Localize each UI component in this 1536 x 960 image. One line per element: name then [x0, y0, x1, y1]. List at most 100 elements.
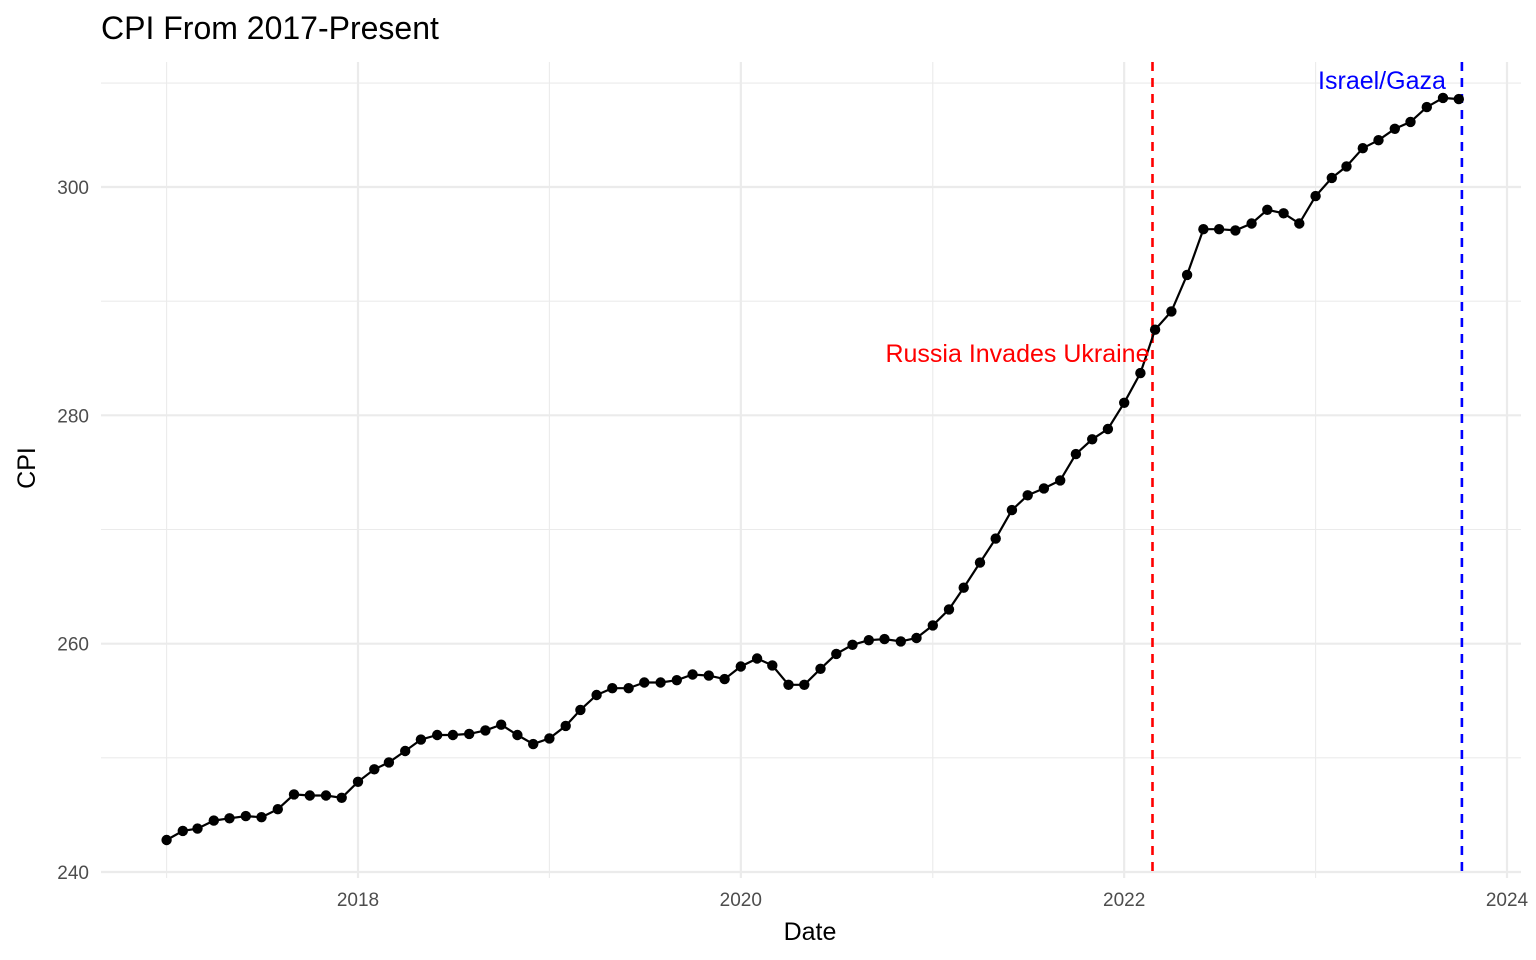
data-point — [879, 633, 890, 645]
data-point — [927, 620, 938, 631]
y-tick-label: 240 — [57, 863, 89, 884]
data-point — [911, 632, 922, 644]
x-axis-title: Date — [784, 918, 837, 946]
data-point — [1166, 306, 1177, 317]
data-point — [272, 804, 283, 815]
data-point — [591, 689, 602, 701]
x-tick-label: 2024 — [1486, 890, 1529, 911]
grid-lines — [101, 62, 1521, 878]
data-point — [496, 719, 507, 730]
data-point — [400, 745, 411, 757]
data-point — [623, 683, 634, 694]
data-point — [735, 661, 746, 672]
y-axis-title: CPI — [13, 447, 41, 489]
data-point — [192, 823, 203, 834]
data-point — [831, 648, 842, 660]
data-point — [369, 764, 380, 775]
cpi-series — [161, 92, 1465, 846]
data-point — [847, 639, 858, 650]
data-point — [783, 679, 794, 690]
data-point — [863, 635, 874, 646]
data-point — [719, 673, 730, 685]
data-point — [1213, 224, 1225, 235]
data-point — [528, 738, 539, 750]
data-point — [480, 725, 491, 736]
data-point — [1262, 204, 1273, 215]
data-point — [607, 683, 618, 694]
data-point — [544, 733, 555, 744]
data-point — [687, 669, 698, 680]
data-point — [352, 776, 364, 787]
data-point — [575, 704, 586, 716]
data-point — [1198, 224, 1209, 235]
data-point — [639, 677, 650, 688]
data-point — [990, 533, 1001, 544]
tick-labels: 240 260 280 300 2018 2020 2022 2024 — [57, 178, 1528, 911]
data-point — [1230, 225, 1241, 236]
data-point — [177, 825, 188, 837]
data-point — [671, 675, 682, 686]
data-point — [161, 834, 172, 846]
data-point — [799, 679, 810, 690]
data-point — [1087, 434, 1098, 445]
data-point — [1357, 143, 1369, 154]
data-point — [974, 557, 986, 568]
x-tick-label: 2020 — [720, 890, 762, 911]
data-point — [432, 729, 443, 741]
data-point — [224, 813, 235, 824]
y-tick-label: 300 — [57, 178, 89, 199]
data-point — [1135, 367, 1146, 379]
data-point — [767, 660, 778, 671]
data-point — [1373, 135, 1384, 146]
data-point — [1294, 218, 1305, 229]
data-point — [1246, 218, 1257, 229]
data-point — [304, 790, 315, 801]
data-point — [943, 604, 955, 615]
data-point — [1341, 161, 1352, 172]
data-point — [512, 729, 523, 741]
data-point — [1022, 490, 1033, 501]
data-point — [1119, 397, 1130, 408]
data-point — [208, 815, 219, 826]
data-point — [1006, 504, 1018, 516]
x-tick-label: 2022 — [1103, 890, 1145, 911]
y-tick-label: 260 — [57, 635, 89, 656]
data-point — [1181, 269, 1193, 281]
x-tick-label: 2018 — [337, 890, 379, 911]
data-point — [1070, 448, 1082, 460]
data-point — [256, 812, 267, 823]
data-point — [464, 728, 475, 740]
data-point — [1038, 483, 1050, 494]
data-point — [1326, 172, 1338, 184]
data-point — [1278, 208, 1289, 219]
data-point — [1149, 324, 1161, 335]
data-point — [415, 734, 427, 745]
data-point — [895, 636, 906, 647]
data-point — [447, 729, 459, 741]
event-labels: Russia Invades Ukraine Israel/Gaza — [885, 67, 1446, 368]
y-tick-label: 280 — [57, 406, 89, 427]
data-point — [703, 670, 714, 681]
data-point — [1102, 423, 1114, 435]
data-point — [1389, 123, 1401, 134]
data-point — [655, 677, 666, 688]
series-line — [166, 96, 1459, 841]
data-point — [1453, 93, 1465, 105]
data-point — [320, 790, 332, 801]
event-lines — [1151, 62, 1464, 878]
data-point — [815, 663, 826, 674]
event-label: Russia Invades Ukraine — [885, 340, 1149, 368]
data-point — [958, 582, 969, 593]
data-point — [288, 789, 300, 800]
data-point — [336, 792, 347, 803]
data-point — [1405, 116, 1416, 128]
data-point — [560, 720, 571, 732]
data-point — [1421, 101, 1433, 113]
chart-title: CPI From 2017-Present — [101, 10, 439, 46]
data-point — [240, 810, 251, 822]
data-point — [751, 653, 763, 664]
data-point — [1310, 190, 1321, 202]
data-point — [383, 757, 395, 768]
data-point — [1437, 92, 1449, 104]
